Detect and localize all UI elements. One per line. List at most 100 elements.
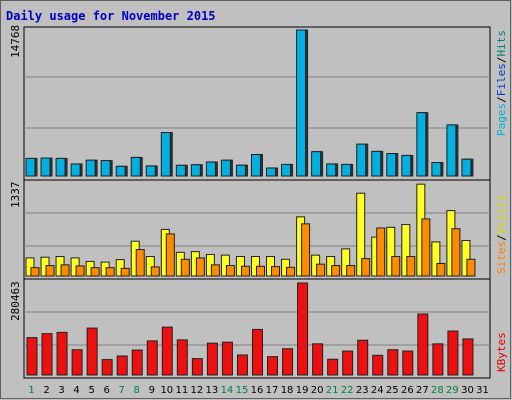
hits-panel: 14768 Pages/Files/Hits [9,25,508,181]
visits-ytick-label: 1337 [9,182,22,209]
hits-bar-24-shade [380,151,383,176]
chart-title: Daily usage for November 2015 [6,9,216,23]
hits-bar-30-shade [470,159,473,176]
sites-bar-26 [406,256,416,277]
files-bar-15 [235,164,246,177]
kbytes-bar-8 [131,349,143,376]
kbytes-bar-11 [176,339,188,376]
files-bar-4 [70,163,81,177]
visits-bar-22 [341,248,351,277]
sites-bar-1 [30,267,40,277]
visits-bar-9 [145,256,155,277]
x-tick-label-6: 6 [103,385,109,396]
sites-bar-14 [225,265,235,277]
files-bar-8 [130,156,141,177]
files-bar-7 [115,165,126,177]
files-bar-19 [296,29,307,177]
files-bar-16 [250,154,261,177]
files-bar-29 [446,124,457,177]
hits-bar-5-shade [95,160,98,176]
x-tick-label-3: 3 [58,385,64,396]
visits-bar-23 [356,192,366,277]
kbytes-bar-7 [116,355,128,376]
hits-bar-29-shade [455,124,458,176]
label-sep-3: / [495,234,508,241]
visits-bar-1 [25,257,35,277]
hits-bar-28-shade [440,162,443,176]
hits-bar-19-shade [305,30,308,176]
files-bar-18 [281,163,292,177]
files-bar-25 [386,153,397,177]
hits-bar-25-shade [395,153,398,176]
sites-bar-9 [150,266,160,277]
kbytes-bar-14 [221,341,233,376]
sites-bar-6 [105,267,115,277]
files-bar-12 [190,164,201,177]
x-tick-label-29: 29 [446,385,459,396]
x-tick-label-15: 15 [236,385,249,396]
files-bar-14 [220,159,231,177]
x-tick-label-18: 18 [281,385,294,396]
visits-bar-25 [386,226,396,277]
files-bar-6 [100,160,111,177]
x-tick-label-31: 31 [476,385,489,396]
kbytes-bar-24 [372,354,384,376]
label-visits: Visits [495,195,508,235]
hits-bar-7-shade [125,166,128,176]
files-bar-9 [145,165,156,177]
x-tick-label-30: 30 [461,385,474,396]
x-tick-label-10: 10 [160,385,173,396]
sites-bar-8 [135,249,145,277]
sites-bar-18 [286,266,296,277]
kbytes-bar-6 [101,359,113,376]
hits-bar-8-shade [140,157,143,176]
hits-bar-15-shade [245,165,248,176]
kbytes-bar-9 [146,340,158,376]
hits-bar-1-shade [35,158,37,176]
kbytes-bar-1 [26,337,38,376]
label-hits: Hits [495,30,508,57]
sites-bar-20 [316,263,326,277]
files-bar-23 [356,143,367,177]
visits-panel: 1337 Sites/Visits [9,179,508,280]
files-bar-2 [40,157,51,177]
x-tick-label-1: 1 [28,385,34,396]
files-bar-1 [25,157,36,177]
sites-bar-22 [346,265,356,277]
kbytes-bar-30 [462,338,474,376]
x-tick-label-8: 8 [134,385,140,396]
kbytes-bar-15 [236,354,248,376]
files-bar-22 [341,163,352,177]
x-tick-label-20: 20 [311,385,324,396]
visits-bar-28 [431,241,441,277]
kbytes-bar-4 [71,349,83,376]
kbytes-bar-29 [447,330,459,376]
sites-bar-29 [451,228,461,277]
visits-axis-label: Sites/Visits [495,195,508,275]
kbytes-bar-27 [417,313,429,376]
x-tick-label-25: 25 [386,385,399,396]
hits-bar-2-shade [50,158,53,176]
sites-bar-21 [331,265,341,277]
x-tick-label-19: 19 [296,385,309,396]
kbytes-bar-19 [297,282,309,376]
hits-bar-18-shade [290,164,293,176]
sites-bar-12 [195,257,205,277]
kbytes-ytick-label: 280463 [9,281,22,321]
x-tick-label-23: 23 [356,385,369,396]
visits-bar-26 [401,224,411,277]
x-tick-label-5: 5 [88,385,94,396]
kbytes-panel: 280463 KBytes [9,278,508,379]
sites-bar-15 [240,265,250,277]
x-tick-label-26: 26 [401,385,414,396]
hits-bar-3-shade [65,158,68,176]
visits-bar-7 [115,259,125,277]
kbytes-panel-frame [23,278,491,379]
sites-bar-30 [466,258,476,277]
kbytes-bar-12 [191,358,203,376]
files-bar-26 [401,154,412,177]
sites-bar-10 [165,233,175,277]
sites-bar-2 [45,265,55,277]
